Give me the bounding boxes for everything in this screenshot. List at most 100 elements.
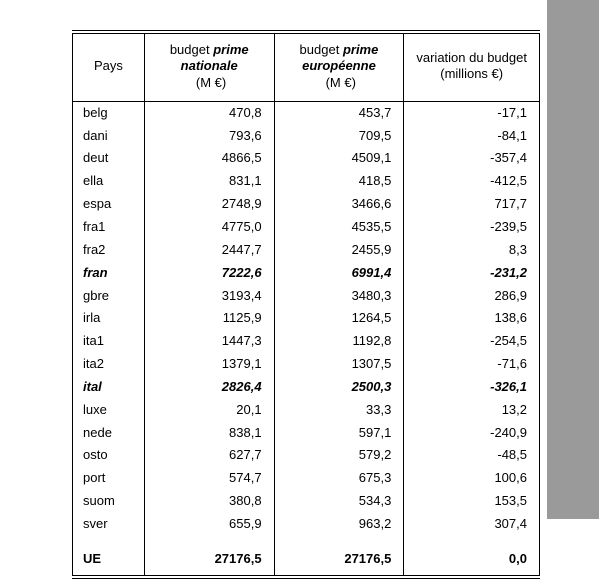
cell-variation: -240,9 bbox=[404, 422, 540, 445]
cell-variation: 717,7 bbox=[404, 193, 540, 216]
table-row: luxe20,133,313,2 bbox=[73, 399, 540, 422]
table-row: fra14775,04535,5-239,5 bbox=[73, 216, 540, 239]
cell-variation: -326,1 bbox=[404, 376, 540, 399]
total-european: 27176,5 bbox=[274, 536, 404, 577]
cell-country: dani bbox=[73, 125, 145, 148]
cell-country: belg bbox=[73, 101, 145, 124]
cell-national: 1125,9 bbox=[144, 307, 274, 330]
table-row: ital2826,42500,3-326,1 bbox=[73, 376, 540, 399]
table-row: irla1125,91264,5138,6 bbox=[73, 307, 540, 330]
table-row: belg470,8453,7-17,1 bbox=[73, 101, 540, 124]
cell-country: sver bbox=[73, 513, 145, 536]
cell-national: 7222,6 bbox=[144, 262, 274, 285]
total-national: 27176,5 bbox=[144, 536, 274, 577]
cell-variation: -84,1 bbox=[404, 125, 540, 148]
cell-european: 418,5 bbox=[274, 170, 404, 193]
table-row: nede838,1597,1-240,9 bbox=[73, 422, 540, 445]
table-row: ita11447,31192,8-254,5 bbox=[73, 330, 540, 353]
table-row: ita21379,11307,5-71,6 bbox=[73, 353, 540, 376]
cell-national: 2447,7 bbox=[144, 239, 274, 262]
cell-national: 655,9 bbox=[144, 513, 274, 536]
budget-table-container: Pays budget prime nationale (M €) budget… bbox=[72, 30, 540, 579]
page-shadow bbox=[547, 0, 599, 531]
cell-country: irla bbox=[73, 307, 145, 330]
table-row: osto627,7579,2-48,5 bbox=[73, 444, 540, 467]
total-country: UE bbox=[73, 536, 145, 577]
cell-variation: -357,4 bbox=[404, 147, 540, 170]
header-col3-prefix: budget bbox=[300, 42, 340, 57]
cell-country: ita2 bbox=[73, 353, 145, 376]
cell-variation: 100,6 bbox=[404, 467, 540, 490]
cell-country: nede bbox=[73, 422, 145, 445]
cell-european: 597,1 bbox=[274, 422, 404, 445]
cell-country: fran bbox=[73, 262, 145, 285]
cell-european: 1307,5 bbox=[274, 353, 404, 376]
cell-national: 627,7 bbox=[144, 444, 274, 467]
cell-variation: 153,5 bbox=[404, 490, 540, 513]
cell-country: ital bbox=[73, 376, 145, 399]
table-body: belg470,8453,7-17,1dani793,6709,5-84,1de… bbox=[73, 101, 540, 576]
cell-european: 709,5 bbox=[274, 125, 404, 148]
cell-national: 380,8 bbox=[144, 490, 274, 513]
cell-national: 1447,3 bbox=[144, 330, 274, 353]
header-col3-units: (M €) bbox=[326, 75, 356, 90]
cell-variation: -231,2 bbox=[404, 262, 540, 285]
header-pays: Pays bbox=[73, 32, 145, 101]
cell-national: 470,8 bbox=[144, 101, 274, 124]
cell-european: 2455,9 bbox=[274, 239, 404, 262]
cell-national: 4775,0 bbox=[144, 216, 274, 239]
table-row: suom380,8534,3153,5 bbox=[73, 490, 540, 513]
cell-european: 2500,3 bbox=[274, 376, 404, 399]
cell-european: 534,3 bbox=[274, 490, 404, 513]
header-col2-units: (M €) bbox=[196, 75, 226, 90]
header-col4-line2: (millions €) bbox=[410, 66, 533, 82]
cell-variation: -412,5 bbox=[404, 170, 540, 193]
table-row: sver655,9963,2307,4 bbox=[73, 513, 540, 536]
cell-national: 20,1 bbox=[144, 399, 274, 422]
table-row: deut4866,54509,1-357,4 bbox=[73, 147, 540, 170]
cell-country: deut bbox=[73, 147, 145, 170]
cell-country: port bbox=[73, 467, 145, 490]
cell-national: 2748,9 bbox=[144, 193, 274, 216]
header-col4-line1: variation du budget bbox=[416, 50, 527, 65]
cell-european: 4535,5 bbox=[274, 216, 404, 239]
cell-variation: -239,5 bbox=[404, 216, 540, 239]
budget-table: Pays budget prime nationale (M €) budget… bbox=[72, 30, 540, 579]
header-prime-nationale: budget prime nationale (M €) bbox=[144, 32, 274, 101]
cell-european: 963,2 bbox=[274, 513, 404, 536]
header-prime-europeenne: budget prime européenne (M €) bbox=[274, 32, 404, 101]
cell-variation: 138,6 bbox=[404, 307, 540, 330]
total-variation: 0,0 bbox=[404, 536, 540, 577]
cell-national: 838,1 bbox=[144, 422, 274, 445]
cell-european: 453,7 bbox=[274, 101, 404, 124]
table-row: espa2748,93466,6717,7 bbox=[73, 193, 540, 216]
cell-variation: 13,2 bbox=[404, 399, 540, 422]
table-row: fran7222,66991,4-231,2 bbox=[73, 262, 540, 285]
table-row: fra22447,72455,98,3 bbox=[73, 239, 540, 262]
table-row: gbre3193,43480,3286,9 bbox=[73, 285, 540, 308]
cell-national: 4866,5 bbox=[144, 147, 274, 170]
header-col2-prefix: budget bbox=[170, 42, 210, 57]
cell-national: 831,1 bbox=[144, 170, 274, 193]
cell-variation: -48,5 bbox=[404, 444, 540, 467]
cell-european: 3480,3 bbox=[274, 285, 404, 308]
table-total-row: UE27176,527176,50,0 bbox=[73, 536, 540, 577]
cell-country: luxe bbox=[73, 399, 145, 422]
cell-country: osto bbox=[73, 444, 145, 467]
cell-european: 675,3 bbox=[274, 467, 404, 490]
cell-european: 579,2 bbox=[274, 444, 404, 467]
cell-national: 3193,4 bbox=[144, 285, 274, 308]
cell-national: 2826,4 bbox=[144, 376, 274, 399]
cell-variation: 307,4 bbox=[404, 513, 540, 536]
table-header: Pays budget prime nationale (M €) budget… bbox=[73, 32, 540, 101]
cell-european: 33,3 bbox=[274, 399, 404, 422]
header-variation: variation du budget (millions €) bbox=[404, 32, 540, 101]
cell-european: 4509,1 bbox=[274, 147, 404, 170]
header-pays-label: Pays bbox=[94, 58, 123, 73]
cell-country: fra2 bbox=[73, 239, 145, 262]
cell-variation: -71,6 bbox=[404, 353, 540, 376]
cell-national: 793,6 bbox=[144, 125, 274, 148]
cell-european: 1192,8 bbox=[274, 330, 404, 353]
cell-european: 3466,6 bbox=[274, 193, 404, 216]
cell-country: suom bbox=[73, 490, 145, 513]
